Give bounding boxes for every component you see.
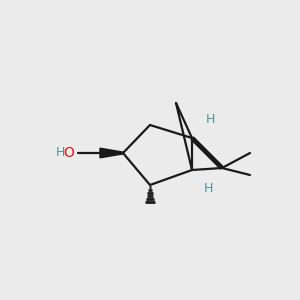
Text: O: O bbox=[64, 146, 74, 160]
Text: H: H bbox=[203, 182, 213, 194]
Polygon shape bbox=[100, 148, 123, 158]
Text: H: H bbox=[56, 146, 65, 160]
Text: H: H bbox=[205, 113, 215, 127]
